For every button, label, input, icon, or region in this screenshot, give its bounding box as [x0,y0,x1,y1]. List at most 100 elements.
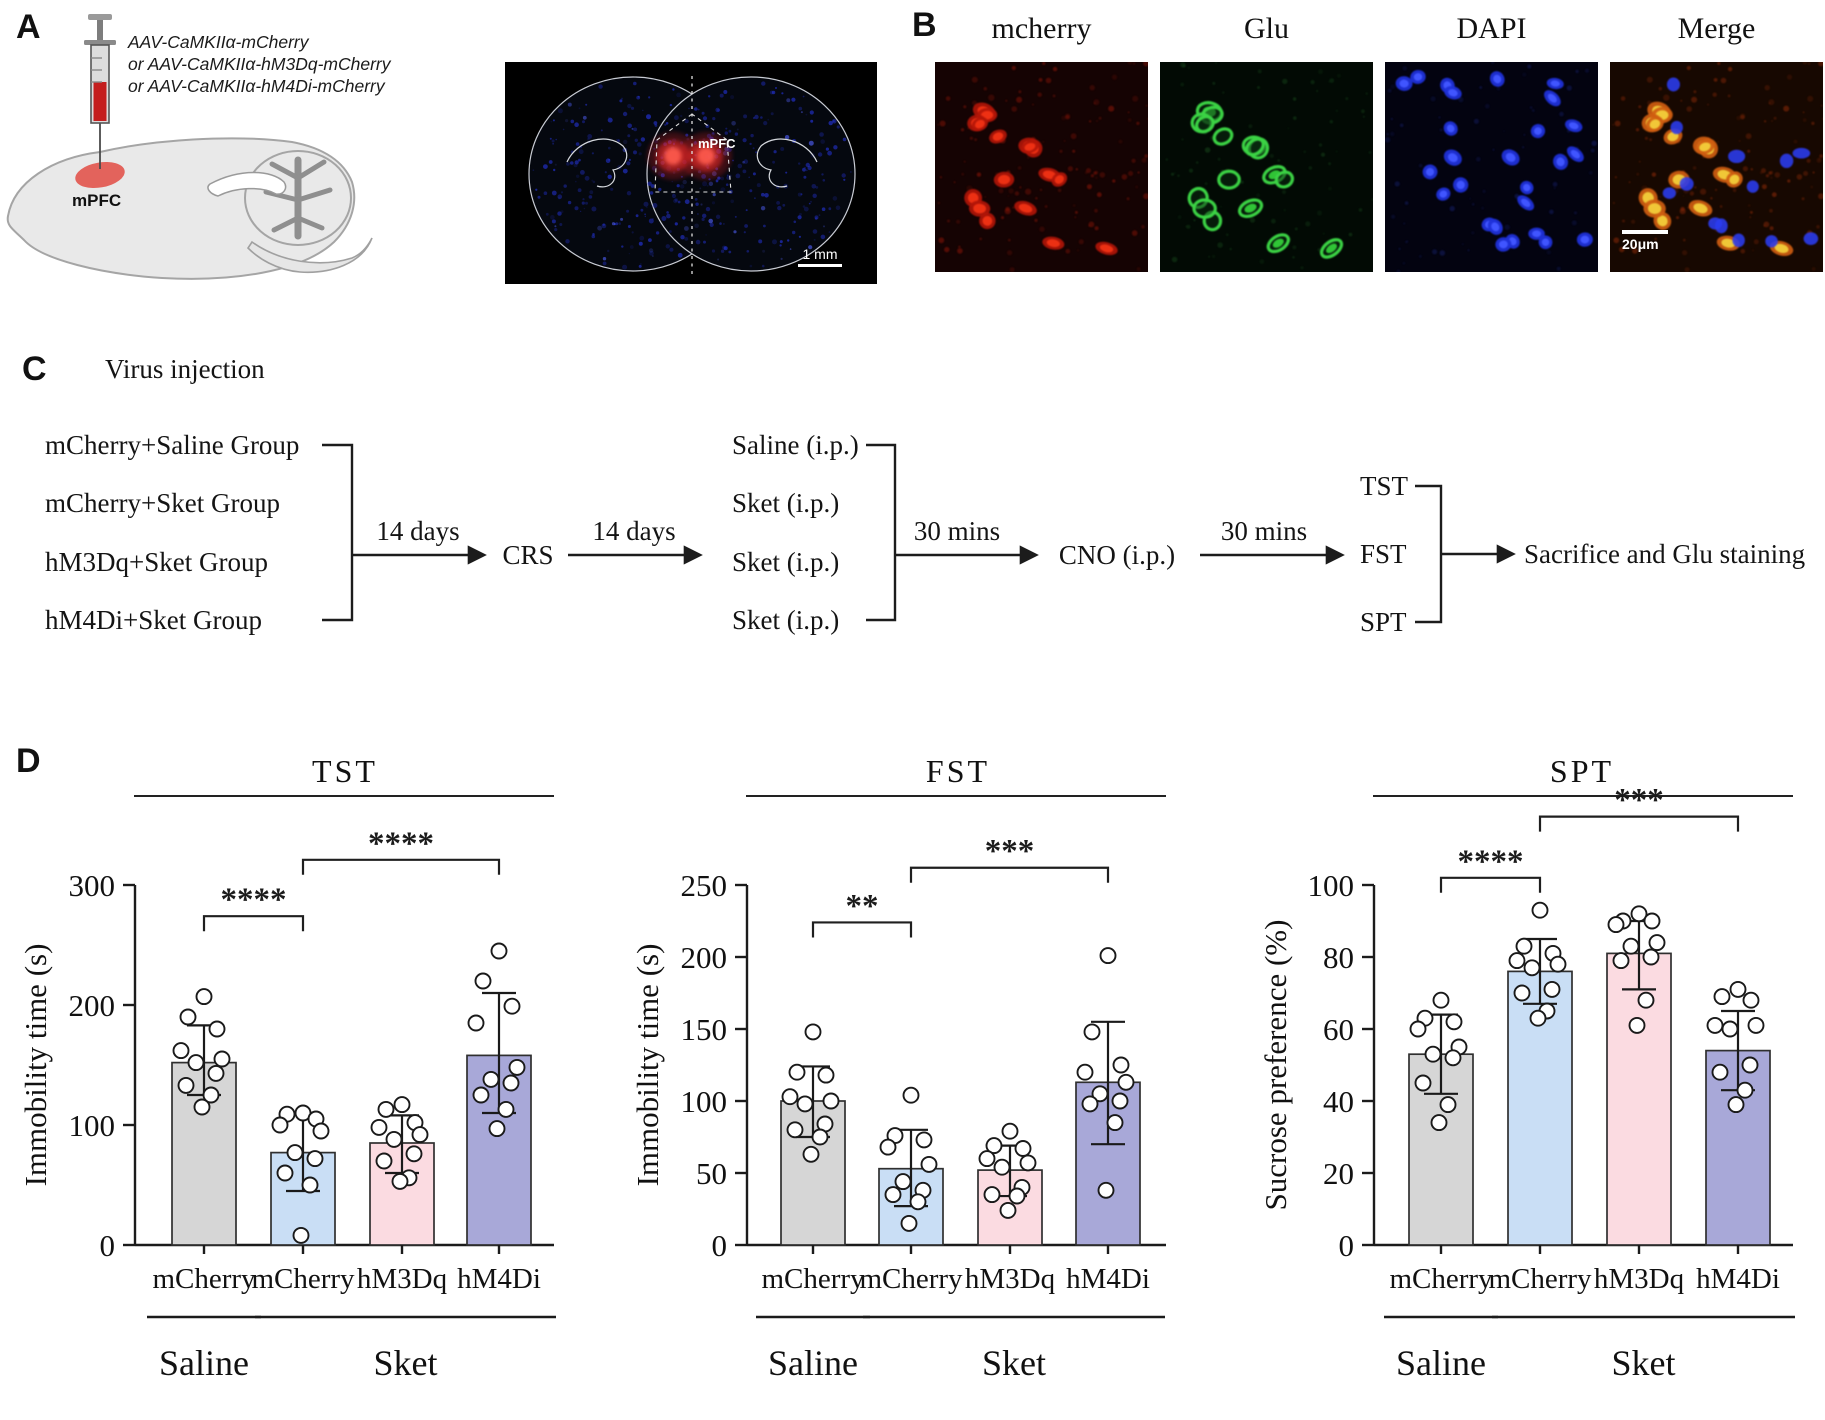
data-point [796,1095,814,1113]
dapi-dot [743,159,749,164]
speck [1089,120,1092,123]
significance-bracket [301,858,501,875]
speck [1816,157,1822,163]
x-category-label: mCherry [761,1263,865,1295]
data-point [1083,1023,1101,1041]
data-point [375,1152,393,1170]
speck [1769,170,1774,175]
speck [1322,232,1325,235]
injection-4: Sket (i.p.) [732,605,839,635]
dapi-dot [633,81,637,86]
speck [1768,99,1775,106]
speck [1749,216,1752,218]
speck [1034,218,1038,222]
speck [1208,255,1210,258]
dapi-dot [843,178,846,181]
dapi-dot [629,245,634,249]
speck [1700,188,1707,195]
dapi-dot [810,200,812,203]
dapi-dot [749,264,753,268]
dapi-dot [758,239,763,244]
dapi-dot [680,235,685,240]
speck [1712,92,1717,97]
dapi-dot [550,215,555,220]
red-core [697,147,715,165]
micrograph-dapi [1385,62,1598,272]
glu-cell-ring [1244,137,1265,157]
speck [1651,172,1657,177]
dapi-dot [785,171,788,174]
speck [1282,190,1286,194]
speck [1282,78,1288,85]
significance-bracket [202,915,305,932]
dapi-dot [798,235,801,238]
data-point [195,988,213,1006]
nucleus-core [1498,240,1508,249]
significance-bracket [1538,815,1740,832]
speck [1687,206,1690,209]
dapi-dot [711,132,715,136]
dapi-dot [719,222,722,225]
data-point [802,1145,820,1163]
speck [1269,153,1274,159]
speck [1303,150,1306,154]
dapi-dot [639,235,645,241]
speck [938,237,945,244]
dapi-dot [775,87,777,89]
dapi-dot [583,207,586,210]
data-point [920,1155,938,1173]
speck [1318,69,1323,75]
dapi-dot [814,215,819,220]
dapi-dot [688,107,690,110]
speck [1075,168,1078,171]
dapi-dot [575,142,580,146]
injection-schematic: mPFC AAV-CaMKIIα-mCherry or AAV-CaMKIIα-… [6,14,392,280]
speck [1229,247,1232,251]
dapi-dot [746,250,750,253]
speck [1108,105,1115,112]
dapi-dot [832,196,838,201]
data-point [276,1164,294,1182]
micrograph-mcherry [935,62,1148,272]
speck [1052,94,1056,98]
dapi-dot [701,217,705,221]
dapi-dot [771,90,776,95]
speck [1786,74,1793,80]
speck [1025,188,1032,195]
dapi-dot [584,175,590,181]
speck [1329,120,1333,124]
data-point [301,1176,319,1194]
speck [1189,168,1193,173]
dapi-dot [724,146,729,152]
dapi-dot [550,120,553,123]
dapi-dot [674,115,679,121]
glu-cell-ring [1192,198,1217,219]
dapi-dot [701,174,706,179]
dapi-dot [666,211,669,214]
nucleus-core [1556,157,1565,167]
speck [1747,149,1751,153]
speck [1177,215,1182,220]
dapi-dot [597,225,602,231]
dapi-dot [717,258,720,261]
micrograph-merge [1610,62,1823,272]
speck [1404,201,1409,205]
dapi-dot [730,199,734,204]
speck [1691,96,1698,103]
y-tick-label: 80 [1323,940,1354,975]
dapi-dot [622,168,628,174]
speck [979,237,982,241]
dapi-dot [702,116,708,121]
speck [1277,159,1281,162]
dapi-dot [591,179,594,182]
dapi-dot [621,245,624,248]
speck [1292,245,1297,250]
dapi-dot [638,264,642,268]
speck [1546,250,1551,255]
ventricle-outlines [566,138,818,188]
nucleus-core [1493,74,1502,84]
dapi-dot [810,119,814,123]
speck [1093,102,1096,105]
glu-cell-ring [1274,170,1295,189]
dapi-dot [591,234,596,239]
